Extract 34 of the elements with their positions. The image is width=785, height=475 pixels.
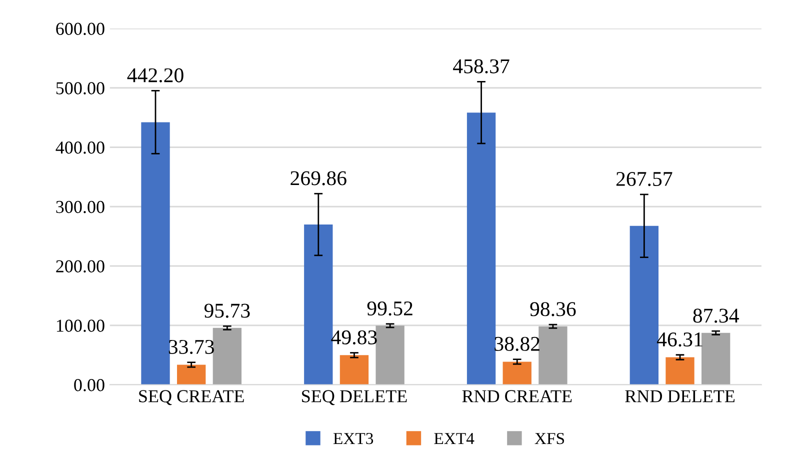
y-tick-label: 500.00 [56, 82, 104, 94]
bar [340, 355, 369, 385]
data-label: 87.34 [693, 308, 739, 323]
bar [376, 326, 404, 385]
data-label: 98.36 [530, 302, 576, 316]
bar [630, 226, 659, 385]
y-tick-label: 300.00 [56, 200, 104, 214]
bar [702, 332, 730, 385]
bar [666, 357, 694, 385]
bar [502, 362, 532, 385]
data-label: 99.52 [367, 301, 412, 316]
data-label: 458.37 [453, 59, 510, 74]
x-tick-label: SEQ CREATE [139, 390, 244, 406]
legend-label: XFS [534, 432, 564, 444]
bar [304, 224, 333, 385]
y-tick-label: 0.00 [74, 379, 104, 392]
y-tick-label: 200.00 [56, 260, 104, 273]
data-label: 95.73 [204, 304, 250, 318]
data-label: 269.86 [290, 171, 346, 186]
x-tick-label: RND DELETE [625, 390, 735, 402]
x-tick-label: SEQ DELETE [302, 390, 407, 406]
data-label: 267.57 [616, 172, 672, 186]
bar [466, 112, 496, 385]
bar [141, 122, 170, 385]
legend-label: EXT4 [434, 433, 474, 444]
legend-label: EXT3 [333, 432, 374, 444]
bar [212, 328, 242, 385]
y-tick-label: 400.00 [56, 142, 104, 154]
bar [177, 364, 206, 385]
y-tick-label: 600.00 [56, 22, 104, 36]
bar [538, 326, 568, 385]
data-label: 442.20 [127, 68, 184, 82]
x-tick-label: RND CREATE [462, 390, 572, 402]
y-tick-label: 100.00 [56, 320, 104, 332]
